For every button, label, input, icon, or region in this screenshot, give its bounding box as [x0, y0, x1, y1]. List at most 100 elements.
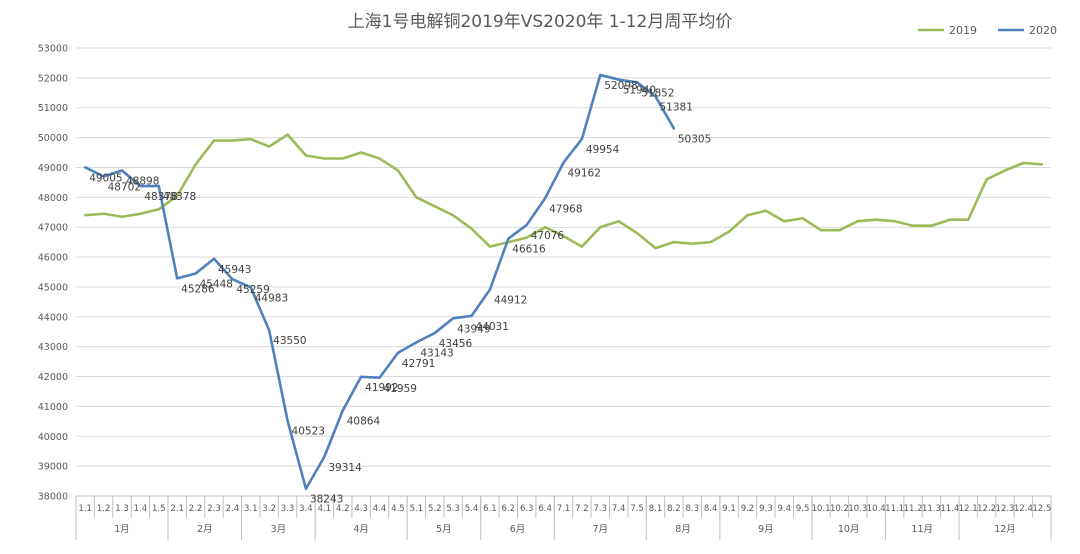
x-tick-label: 3.2 — [262, 504, 276, 514]
data-label: 49162 — [568, 168, 601, 180]
data-label: 45943 — [218, 264, 251, 276]
x-tick-label: 10.4 — [867, 504, 886, 514]
x-tick-label: 1.3 — [115, 504, 129, 514]
data-label: 49954 — [586, 144, 620, 156]
data-label: 40864 — [347, 415, 381, 427]
data-label: 46616 — [512, 244, 546, 256]
x-tick-label: 3.3 — [281, 504, 295, 514]
x-group-label: 1月 — [114, 524, 130, 535]
data-label: 41959 — [384, 383, 417, 395]
x-tick-label: 1.5 — [152, 504, 166, 514]
data-label: 51940 — [623, 85, 656, 97]
y-tick-label: 51000 — [38, 103, 68, 114]
x-tick-label: 7.1 — [557, 504, 571, 514]
x-group-label: 10月 — [838, 524, 860, 535]
x-tick-label: 9.2 — [741, 504, 755, 514]
data-label: 45259 — [236, 284, 269, 296]
x-tick-label: 11.3 — [922, 504, 941, 514]
x-tick-label: 10.3 — [848, 504, 867, 514]
y-tick-label: 39000 — [38, 462, 68, 473]
x-tick-label: 2.2 — [189, 504, 203, 514]
x-tick-label: 1.4 — [134, 504, 148, 514]
data-label: 44031 — [476, 321, 509, 333]
y-tick-label: 46000 — [38, 253, 68, 264]
x-tick-label: 4.1 — [318, 504, 332, 514]
x-tick-label: 12.5 — [1032, 504, 1051, 514]
y-tick-label: 45000 — [38, 282, 68, 293]
data-label: 43143 — [420, 347, 453, 359]
y-tick-label: 50000 — [38, 133, 68, 144]
chart-title: 上海1号电解铜2019年VS2020年 1-12月周平均价 — [348, 12, 733, 32]
x-group-label: 11月 — [911, 524, 933, 535]
x-tick-label: 10.2 — [830, 504, 849, 514]
x-tick-label: 8.3 — [686, 504, 700, 514]
y-tick-label: 44000 — [38, 312, 68, 323]
x-group-label: 9月 — [758, 524, 774, 535]
x-tick-label: 6.4 — [538, 504, 552, 514]
x-tick-label: 5.1 — [410, 504, 424, 514]
y-tick-label: 49000 — [38, 163, 68, 174]
y-tick-label: 53000 — [38, 44, 68, 55]
x-axis: 1.1 1.2 1.3 1.4 1.5 2.1 2.2 2.3 2.4 3.1 3.2 3.3 3.4 4… — [75, 495, 1052, 540]
data-label: 43949 — [457, 323, 490, 335]
data-label: 45286 — [181, 283, 215, 295]
data-label: 44983 — [255, 292, 288, 304]
y-tick-label: 47000 — [38, 223, 68, 234]
x-tick-label: 8.1 — [649, 504, 663, 514]
data-label: 48378 — [163, 191, 196, 203]
y-tick-label: 40000 — [38, 432, 68, 443]
x-tick-label: 4.4 — [373, 504, 387, 514]
data-label: 47968 — [549, 203, 582, 215]
x-group-label: 2月 — [197, 524, 213, 535]
data-label: 41992 — [365, 382, 398, 394]
data-label: 48378 — [144, 191, 177, 203]
data-label: 49005 — [89, 172, 122, 184]
legend-label: 2020 — [1029, 24, 1057, 37]
x-group-label: 5月 — [436, 524, 452, 535]
data-label: 42791 — [402, 358, 435, 370]
x-group-label: 4月 — [353, 524, 369, 535]
x-tick-label: 6.1 — [483, 504, 497, 514]
data-label: 38243 — [310, 494, 343, 506]
x-tick-label: 11.1 — [885, 504, 904, 514]
x-tick-label: 7.5 — [630, 504, 644, 514]
y-tick-label: 41000 — [38, 402, 68, 413]
gridlines — [76, 47, 1051, 497]
x-tick-label: 5.3 — [446, 504, 460, 514]
data-label: 43550 — [273, 335, 306, 347]
x-tick-label: 2.3 — [207, 504, 221, 514]
x-tick-label: 2.1 — [170, 504, 184, 514]
x-tick-label: 10.1 — [812, 504, 831, 514]
x-tick-label: 8.2 — [667, 504, 681, 514]
y-tick-label: 52000 — [38, 73, 68, 84]
x-tick-label: 11.2 — [904, 504, 923, 514]
data-label: 47076 — [531, 230, 565, 242]
x-tick-label: 9.4 — [777, 504, 791, 514]
legend-label: 2019 — [949, 24, 977, 37]
x-group-label: 8月 — [675, 524, 691, 535]
data-label: 51381 — [659, 101, 692, 113]
x-tick-label: 4.5 — [391, 504, 405, 514]
series-layer — [83, 73, 1044, 491]
y-tick-label: 43000 — [38, 342, 68, 353]
data-label: 52098 — [604, 80, 637, 92]
y-tick-label: 38000 — [38, 492, 68, 503]
x-tick-label: 8.4 — [704, 504, 718, 514]
x-tick-label: 1.2 — [97, 504, 111, 514]
data-label: 44912 — [494, 295, 527, 307]
x-tick-label: 7.2 — [575, 504, 589, 514]
x-tick-label: 7.4 — [612, 504, 626, 514]
x-tick-label: 9.3 — [759, 504, 773, 514]
x-tick-label: 3.4 — [299, 504, 313, 514]
legend: 2019 2020 — [918, 24, 1057, 37]
data-label: 40523 — [292, 426, 325, 438]
data-label: 45448 — [200, 279, 233, 291]
data-label: 39314 — [328, 462, 362, 474]
x-tick-label: 12.1 — [959, 504, 978, 514]
x-tick-label: 6.2 — [502, 504, 516, 514]
data-label: 48898 — [126, 176, 159, 188]
x-tick-label: 2.4 — [226, 504, 240, 514]
